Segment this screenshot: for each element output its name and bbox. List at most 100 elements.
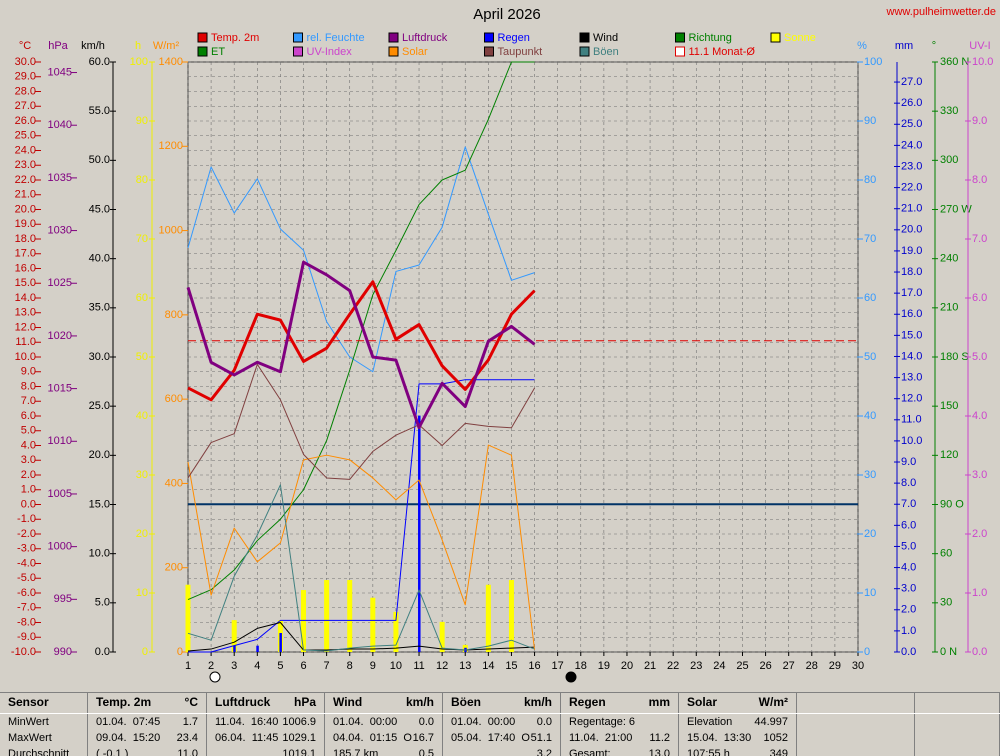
- y-tick-label: 150: [940, 400, 958, 412]
- table-cell: 1019.1: [207, 746, 325, 756]
- x-tick-label: 15: [505, 660, 517, 672]
- y-tick-label: 15.0: [89, 498, 110, 510]
- legend-swatch: [579, 32, 590, 43]
- cell-text: 01.04. 07:45: [96, 716, 161, 728]
- y-tick-label: 25.0: [15, 130, 36, 142]
- x-tick-label: 12: [436, 660, 448, 672]
- cell-text: 107:55 h: [687, 748, 730, 756]
- cell-text: 11.04. 16:40: [215, 716, 279, 728]
- legend-swatch: [388, 46, 399, 57]
- y-tick-label: 990: [54, 646, 72, 658]
- y-tick-label: 30: [136, 469, 148, 481]
- y-tick-label: 300: [940, 154, 958, 166]
- y-tick-label: 180 S: [940, 351, 969, 363]
- cell-text: 05.04. 17:40 O: [451, 732, 530, 744]
- y-tick-label: 400: [165, 477, 183, 489]
- y-tick-label: 8.0: [901, 477, 916, 489]
- legend-label: Richtung: [689, 32, 732, 44]
- cell-text: Regen: [569, 695, 606, 709]
- y-tick-label: 20.0: [901, 224, 922, 236]
- y-tick-label: 600: [165, 393, 183, 405]
- x-tick-label: 7: [324, 660, 330, 672]
- legend-swatch: [197, 32, 208, 43]
- y-tick-label: 9.0: [901, 456, 916, 468]
- x-tick-label: 9: [370, 660, 376, 672]
- y-tick-label: 100: [864, 56, 882, 68]
- y-tick-label: 20: [864, 528, 876, 540]
- table-cell: [915, 714, 1000, 730]
- x-tick-label: 29: [829, 660, 841, 672]
- table-cell: Regen mm: [561, 693, 679, 713]
- y-tick-label: 24.0: [901, 139, 922, 151]
- y-tick-label: 100: [130, 56, 148, 68]
- cell-text: MinWert: [8, 716, 49, 728]
- y-tick-label: 3.0: [21, 454, 36, 466]
- y-tick-label: -6.0: [17, 587, 36, 599]
- table-cell: 01.04. 07:45 1.7: [88, 714, 207, 730]
- y-tick-label: -4.0: [17, 557, 36, 569]
- y-tick-label: 1010: [48, 435, 72, 447]
- y-tick-label: 0: [177, 646, 183, 658]
- y-tick-label: -8.0: [17, 616, 36, 628]
- table-row: Durchschnitt ( -0.1 ) 11.0 1019.1 185.7 km 0.…: [0, 746, 1000, 756]
- y-tick-label: 23.0: [901, 160, 922, 172]
- table-cell: Sensor: [0, 693, 88, 713]
- y-tick-label: 5.0: [21, 425, 36, 437]
- y-tick-label: 5.0: [901, 540, 916, 552]
- legend-label: 11.1 Monat-Ø: [689, 46, 756, 58]
- axis-unit: W/m²: [153, 40, 180, 52]
- x-tick-label: 5: [277, 660, 283, 672]
- y-tick-label: 10: [136, 587, 148, 599]
- bar: [301, 590, 307, 652]
- y-tick-label: 120: [940, 449, 958, 461]
- axis-unit: km/h: [81, 40, 105, 52]
- table-cell: MinWert: [0, 714, 88, 730]
- legend-label: UV-Index: [307, 46, 353, 58]
- x-tick-label: 24: [713, 660, 725, 672]
- x-tick-label: 18: [575, 660, 587, 672]
- legend-swatch: [484, 32, 494, 43]
- table-cell: 06.04. 11:45 1029.1: [207, 730, 325, 746]
- cell-text: Temp. 2m: [96, 695, 152, 709]
- y-tick-label: 50: [864, 351, 876, 363]
- y-tick-label: 0.0: [901, 646, 916, 658]
- legend-label: Sonne: [784, 32, 816, 44]
- table-cell: 3.2: [443, 746, 561, 756]
- y-tick-label: 4.0: [21, 439, 36, 451]
- y-tick-label: 70: [864, 233, 876, 245]
- axis-unit: %: [857, 40, 867, 52]
- y-tick-label: 16.0: [15, 262, 36, 274]
- cell-text: 349: [769, 748, 788, 756]
- x-tick-label: 1: [185, 660, 191, 672]
- y-tick-label: 8.0: [21, 380, 36, 392]
- y-tick-label: 26.0: [15, 115, 36, 127]
- x-tick-label: 23: [690, 660, 702, 672]
- y-tick-label: 9.0: [21, 366, 36, 378]
- legend-label: Regen: [498, 32, 530, 44]
- x-tick-label: 27: [783, 660, 795, 672]
- cell-text: 1.7: [182, 716, 198, 728]
- y-tick-label: 21.0: [901, 203, 922, 215]
- series-line: [188, 379, 535, 653]
- y-tick-label: 70: [136, 233, 148, 245]
- x-tick-label: 8: [347, 660, 353, 672]
- cell-text: Böen: [451, 695, 481, 709]
- x-tick-label: 13: [459, 660, 471, 672]
- x-tick-label: 19: [598, 660, 610, 672]
- legend-label: Solar: [402, 46, 428, 58]
- y-tick-label: 30.0: [15, 56, 36, 68]
- cell-text: 11.04. 21:00: [569, 732, 633, 744]
- legend-swatch: [293, 46, 303, 57]
- legend-swatch: [197, 46, 208, 57]
- rain-bar: [256, 645, 259, 652]
- y-tick-label: -7.0: [17, 602, 36, 614]
- y-tick-label: 18.0: [15, 233, 36, 245]
- y-tick-label: 24.0: [15, 144, 36, 156]
- legend-label: Temp. 2m: [211, 32, 259, 44]
- moon-new: [565, 671, 577, 683]
- y-tick-label: 10: [864, 587, 876, 599]
- y-tick-label: 29.0: [15, 71, 36, 83]
- x-tick-label: 2: [208, 660, 214, 672]
